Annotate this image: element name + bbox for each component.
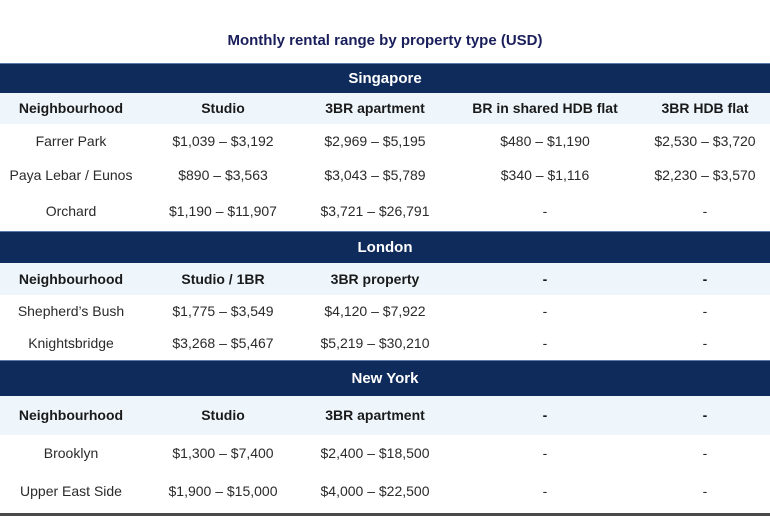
value-cell: -	[542, 203, 548, 219]
neighbourhood-cell: Upper East Side	[20, 483, 122, 499]
column-header: 3BR property	[330, 271, 420, 287]
neighbourhood-cell: Brooklyn	[43, 445, 99, 461]
column-header: Studio	[201, 407, 245, 423]
value-cell: -	[542, 303, 548, 319]
value-cell: $1,039 – $3,192	[172, 133, 274, 149]
value-cell: $2,969 – $5,195	[324, 133, 426, 149]
column-header: -	[542, 407, 548, 423]
column-header: -	[702, 407, 708, 423]
neighbourhood-cell: Orchard	[45, 203, 97, 219]
column-header: BR in shared HDB flat	[472, 100, 618, 116]
column-header: -	[542, 271, 548, 287]
value-cell: $890 – $3,563	[178, 167, 268, 183]
column-header: Neighbourhood	[18, 271, 124, 287]
value-cell: $3,043 – $5,789	[324, 167, 426, 183]
neighbourhood-cell: Paya Lebar / Eunos	[9, 167, 133, 183]
value-cell: $2,400 – $18,500	[320, 445, 430, 461]
column-header-row: Neighbourhood Studio 3BR apartment BR in…	[0, 93, 770, 124]
city-name: Singapore	[348, 70, 422, 87]
table-row: Farrer Park $1,039 – $3,192 $2,969 – $5,…	[0, 124, 770, 158]
value-cell: $4,120 – $7,922	[324, 303, 426, 319]
column-header: Neighbourhood	[18, 100, 124, 116]
neighbourhood-cell: Shepherd’s Bush	[17, 303, 125, 319]
value-cell: $2,530 – $3,720	[654, 133, 756, 149]
value-cell: -	[702, 303, 708, 319]
column-header: Studio / 1BR	[181, 271, 265, 287]
column-header: Studio	[201, 100, 245, 116]
value-cell: $2,230 – $3,570	[654, 167, 756, 183]
city-name: London	[357, 239, 413, 256]
column-header-row: Neighbourhood Studio / 1BR 3BR property …	[0, 263, 770, 295]
section-header-london: London	[0, 231, 770, 264]
table-row: Brooklyn $1,300 – $7,400 $2,400 – $18,50…	[0, 435, 770, 472]
value-cell: -	[542, 335, 548, 351]
value-cell: -	[702, 483, 708, 499]
value-cell: $1,775 – $3,549	[172, 303, 274, 319]
value-cell: $1,900 – $15,000	[168, 483, 278, 499]
value-cell: -	[702, 203, 708, 219]
table-row: Knightsbridge $3,268 – $5,467 $5,219 – $…	[0, 327, 770, 360]
section-header-new-york: New York	[0, 360, 770, 397]
value-cell: $4,000 – $22,500	[320, 483, 430, 499]
city-name: New York	[351, 370, 419, 387]
value-cell: -	[702, 335, 708, 351]
table-title: Monthly rental range by property type (U…	[227, 32, 543, 49]
value-cell: $340 – $1,116	[500, 167, 590, 183]
neighbourhood-cell: Farrer Park	[35, 133, 107, 149]
value-cell: $1,300 – $7,400	[172, 445, 274, 461]
column-header: Neighbourhood	[18, 407, 124, 423]
column-header: 3BR HDB flat	[661, 100, 749, 116]
section-header-singapore: Singapore	[0, 63, 770, 94]
value-cell: -	[702, 445, 708, 461]
value-cell: $480 – $1,190	[500, 133, 590, 149]
table-row: Shepherd’s Bush $1,775 – $3,549 $4,120 –…	[0, 295, 770, 327]
value-cell: $5,219 – $30,210	[320, 335, 430, 351]
value-cell: $1,190 – $11,907	[169, 203, 277, 219]
neighbourhood-cell: Knightsbridge	[28, 335, 114, 351]
column-header: -	[702, 271, 708, 287]
table-row: Orchard $1,190 – $11,907 $3,721 – $26,79…	[0, 193, 770, 229]
column-header: 3BR apartment	[325, 407, 425, 423]
table-row: Paya Lebar / Eunos $890 – $3,563 $3,043 …	[0, 158, 770, 192]
column-header-row: Neighbourhood Studio 3BR apartment - -	[0, 396, 770, 435]
value-cell: -	[542, 445, 548, 461]
bottom-border	[0, 513, 770, 516]
value-cell: $3,268 – $5,467	[172, 335, 274, 351]
value-cell: $3,721 – $26,791	[320, 203, 430, 219]
table-row: Upper East Side $1,900 – $15,000 $4,000 …	[0, 472, 770, 510]
column-header: 3BR apartment	[325, 100, 425, 116]
value-cell: -	[542, 483, 548, 499]
